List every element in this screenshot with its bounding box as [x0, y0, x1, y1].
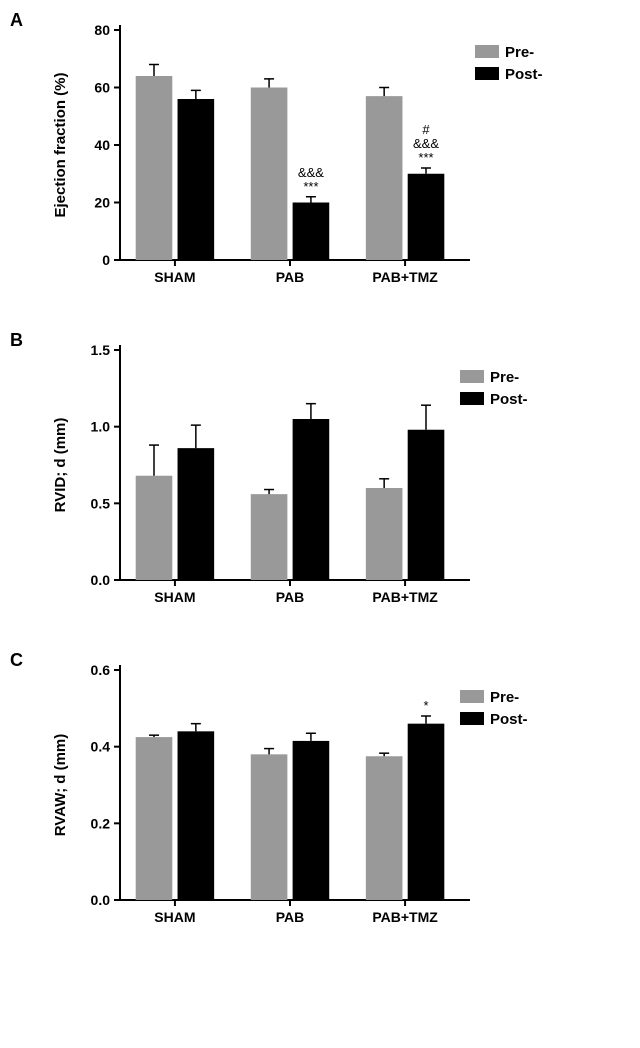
panel-b-label: B [10, 330, 23, 351]
svg-text:*: * [423, 698, 428, 713]
svg-text:SHAM: SHAM [154, 909, 195, 925]
svg-text:RVAW; d (mm): RVAW; d (mm) [52, 734, 69, 837]
chart-a-container: 0 20 40 60 80 Ejection fraction (%) SHAM PAB ***… [30, 10, 630, 300]
svg-text:RVID; d (mm): RVID; d (mm) [52, 418, 69, 513]
svg-text:PAB: PAB [276, 589, 305, 605]
svg-text:Ejection fraction (%): Ejection fraction (%) [52, 72, 69, 217]
panel-a-label: A [10, 10, 23, 31]
svg-text:20: 20 [94, 195, 110, 211]
svg-text:Pre-: Pre- [490, 689, 519, 706]
svg-text:PAB: PAB [276, 909, 305, 925]
panel-b: B 0.0 0.5 1.0 1.5 RVID; d (mm) SHAM PAB PAB+TMZ… [10, 330, 630, 620]
svg-text:#: # [422, 122, 430, 137]
chart-b: 0.0 0.5 1.0 1.5 RVID; d (mm) SHAM PAB PAB+TMZ Pr… [30, 330, 590, 620]
svg-text:***: *** [418, 150, 433, 165]
panel-c: C 0.0 0.2 0.4 0.6 RVAW; d (mm) SHAM PAB PAB+TMZ… [10, 650, 630, 940]
svg-text:***: *** [303, 179, 318, 194]
svg-text:0.0: 0.0 [91, 892, 111, 908]
svg-text:PAB+TMZ: PAB+TMZ [372, 909, 438, 925]
svg-text:0.2: 0.2 [91, 815, 111, 831]
figure: A 0 20 40 60 80 Ejection fraction (%) SHAM PAB *… [10, 10, 630, 940]
svg-text:1.5: 1.5 [91, 342, 111, 358]
chart-c-container: 0.0 0.2 0.4 0.6 RVAW; d (mm) SHAM PAB PAB+TMZ * P… [30, 650, 630, 940]
svg-text:0.6: 0.6 [91, 662, 111, 678]
svg-text:Post-: Post- [490, 711, 528, 728]
svg-text:Pre-: Pre- [505, 44, 534, 61]
chart-a: 0 20 40 60 80 Ejection fraction (%) SHAM PAB ***… [30, 10, 590, 300]
svg-text:1.0: 1.0 [91, 419, 111, 435]
svg-text:80: 80 [94, 22, 110, 38]
panel-a: A 0 20 40 60 80 Ejection fraction (%) SHAM PAB *… [10, 10, 630, 300]
svg-text:PAB: PAB [276, 269, 305, 285]
svg-text:SHAM: SHAM [154, 269, 195, 285]
svg-text:Post-: Post- [490, 391, 528, 408]
svg-text:0.4: 0.4 [91, 739, 111, 755]
svg-text:0: 0 [102, 252, 110, 268]
svg-text:PAB+TMZ: PAB+TMZ [372, 589, 438, 605]
panel-c-label: C [10, 650, 23, 671]
svg-text:&&&: &&& [298, 165, 324, 180]
svg-text:PAB+TMZ: PAB+TMZ [372, 269, 438, 285]
svg-text:0.0: 0.0 [91, 572, 111, 588]
svg-text:60: 60 [94, 80, 110, 96]
svg-text:Pre-: Pre- [490, 369, 519, 386]
svg-text:40: 40 [94, 137, 110, 153]
svg-text:0.5: 0.5 [91, 495, 111, 511]
chart-c: 0.0 0.2 0.4 0.6 RVAW; d (mm) SHAM PAB PAB+TMZ * P… [30, 650, 590, 940]
chart-b-container: 0.0 0.5 1.0 1.5 RVID; d (mm) SHAM PAB PAB+TMZ Pr… [30, 330, 630, 620]
svg-text:&&&: &&& [413, 136, 439, 151]
svg-text:Post-: Post- [505, 66, 543, 83]
svg-text:SHAM: SHAM [154, 589, 195, 605]
